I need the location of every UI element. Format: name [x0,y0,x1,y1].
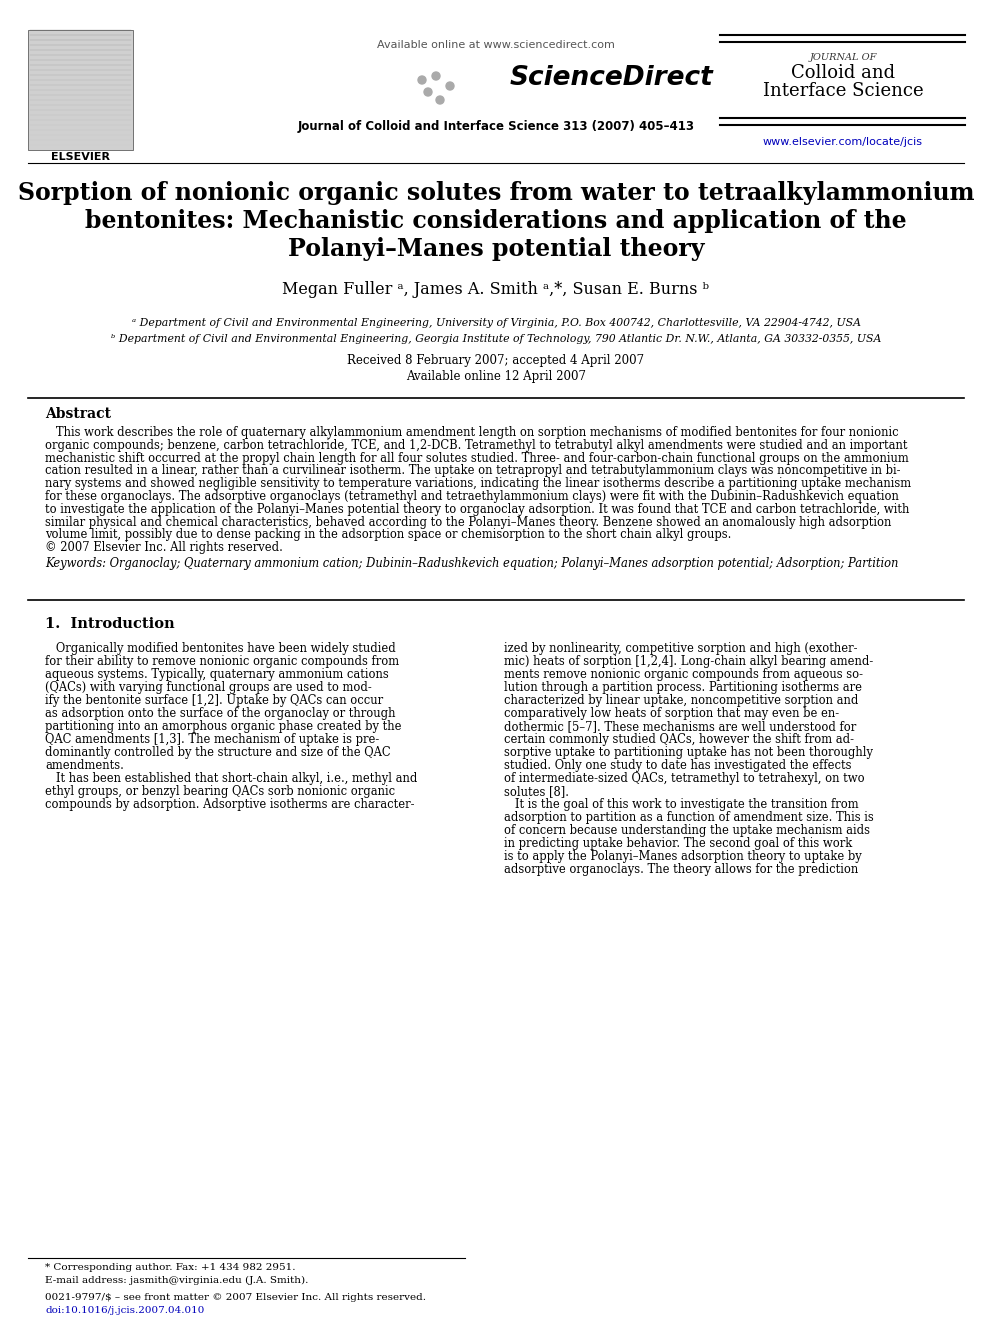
Text: Interface Science: Interface Science [763,82,924,101]
Text: for their ability to remove nonionic organic compounds from: for their ability to remove nonionic org… [45,655,399,668]
Text: comparatively low heats of sorption that may even be en-: comparatively low heats of sorption that… [504,706,839,720]
Text: ethyl groups, or benzyl bearing QACs sorb nonionic organic: ethyl groups, or benzyl bearing QACs sor… [45,785,395,798]
Text: ments remove nonionic organic compounds from aqueous so-: ments remove nonionic organic compounds … [504,668,863,681]
Text: * Corresponding author. Fax: +1 434 982 2951.: * Corresponding author. Fax: +1 434 982 … [45,1263,296,1271]
Text: doi:10.1016/j.jcis.2007.04.010: doi:10.1016/j.jcis.2007.04.010 [45,1306,204,1315]
Text: JOURNAL OF: JOURNAL OF [809,53,877,62]
Text: compounds by adsorption. Adsorptive isotherms are character-: compounds by adsorption. Adsorptive isot… [45,798,415,811]
Text: solutes [8].: solutes [8]. [504,785,569,798]
Text: to investigate the application of the Polanyi–Manes potential theory to organocl: to investigate the application of the Po… [45,503,910,516]
Text: characterized by linear uptake, noncompetitive sorption and: characterized by linear uptake, noncompe… [504,695,858,706]
Text: certain commonly studied QACs, however the shift from ad-: certain commonly studied QACs, however t… [504,733,854,746]
Text: adsorptive organoclays. The theory allows for the prediction: adsorptive organoclays. The theory allow… [504,863,858,876]
Text: ᵇ Department of Civil and Environmental Engineering, Georgia Institute of Techno: ᵇ Department of Civil and Environmental … [111,333,881,344]
Text: as adsorption onto the surface of the organoclay or through: as adsorption onto the surface of the or… [45,706,396,720]
Text: volume limit, possibly due to dense packing in the adsorption space or chemisorp: volume limit, possibly due to dense pack… [45,528,731,541]
Text: Available online 12 April 2007: Available online 12 April 2007 [406,370,586,382]
Text: © 2007 Elsevier Inc. All rights reserved.: © 2007 Elsevier Inc. All rights reserved… [45,541,283,554]
Text: Keywords: Organoclay; Quaternary ammonium cation; Dubinin–Radushkevich equation;: Keywords: Organoclay; Quaternary ammoniu… [45,557,899,570]
Text: It is the goal of this work to investigate the transition from: It is the goal of this work to investiga… [504,798,859,811]
Text: ᵃ Department of Civil and Environmental Engineering, University of Virginia, P.O: ᵃ Department of Civil and Environmental … [132,318,860,328]
Text: sorptive uptake to partitioning uptake has not been thoroughly: sorptive uptake to partitioning uptake h… [504,746,873,759]
Text: ELSEVIER: ELSEVIER [51,152,110,161]
Text: of intermediate-sized QACs, tetramethyl to tetrahexyl, on two: of intermediate-sized QACs, tetramethyl … [504,773,865,785]
Text: similar physical and chemical characteristics, behaved according to the Polanyi–: similar physical and chemical characteri… [45,516,892,529]
Text: Sorption of nonionic organic solutes from water to tetraalkylammonium: Sorption of nonionic organic solutes fro… [18,181,974,205]
Circle shape [418,75,426,83]
Text: nary systems and showed negligible sensitivity to temperature variations, indica: nary systems and showed negligible sensi… [45,478,911,491]
Circle shape [436,97,444,105]
Text: Journal of Colloid and Interface Science 313 (2007) 405–413: Journal of Colloid and Interface Science… [298,120,694,134]
Text: amendments.: amendments. [45,759,124,773]
Text: E-mail address: jasmith@virginia.edu (J.A. Smith).: E-mail address: jasmith@virginia.edu (J.… [45,1275,309,1285]
Text: bentonites: Mechanistic considerations and application of the: bentonites: Mechanistic considerations a… [85,209,907,233]
Text: www.elsevier.com/locate/jcis: www.elsevier.com/locate/jcis [763,138,923,147]
Text: It has been established that short-chain alkyl, i.e., methyl and: It has been established that short-chain… [45,773,418,785]
Text: This work describes the role of quaternary alkylammonium amendment length on sor: This work describes the role of quaterna… [45,426,899,439]
Text: QAC amendments [1,3]. The mechanism of uptake is pre-: QAC amendments [1,3]. The mechanism of u… [45,733,379,746]
Text: organic compounds; benzene, carbon tetrachloride, TCE, and 1,2-DCB. Tetramethyl : organic compounds; benzene, carbon tetra… [45,439,908,451]
Circle shape [424,89,432,97]
Text: 0021-9797/$ – see front matter © 2007 Elsevier Inc. All rights reserved.: 0021-9797/$ – see front matter © 2007 El… [45,1293,426,1302]
Text: (QACs) with varying functional groups are used to mod-: (QACs) with varying functional groups ar… [45,681,372,695]
Text: dominantly controlled by the structure and size of the QAC: dominantly controlled by the structure a… [45,746,391,759]
Text: lution through a partition process. Partitioning isotherms are: lution through a partition process. Part… [504,681,862,695]
Text: Colloid and: Colloid and [791,64,895,82]
Text: Megan Fuller ᵃ, James A. Smith ᵃ,*, Susan E. Burns ᵇ: Megan Fuller ᵃ, James A. Smith ᵃ,*, Susa… [283,280,709,298]
Text: Received 8 February 2007; accepted 4 April 2007: Received 8 February 2007; accepted 4 Apr… [347,355,645,366]
Text: ized by nonlinearity, competitive sorption and high (exother-: ized by nonlinearity, competitive sorpti… [504,642,857,655]
Text: Available online at www.sciencedirect.com: Available online at www.sciencedirect.co… [377,40,615,50]
Text: ify the bentonite surface [1,2]. Uptake by QACs can occur: ify the bentonite surface [1,2]. Uptake … [45,695,383,706]
Bar [28,30,133,149]
Text: partitioning into an amorphous organic phase created by the: partitioning into an amorphous organic p… [45,720,402,733]
Circle shape [446,82,454,90]
Text: adsorption to partition as a function of amendment size. This is: adsorption to partition as a function of… [504,811,874,824]
Text: for these organoclays. The adsorptive organoclays (tetramethyl and tetraethylamm: for these organoclays. The adsorptive or… [45,490,899,503]
Text: studied. Only one study to date has investigated the effects: studied. Only one study to date has inve… [504,759,851,773]
Text: cation resulted in a linear, rather than a curvilinear isotherm. The uptake on t: cation resulted in a linear, rather than… [45,464,901,478]
Text: 1.  Introduction: 1. Introduction [45,617,175,631]
Circle shape [432,71,440,79]
Text: dothermic [5–7]. These mechanisms are well understood for: dothermic [5–7]. These mechanisms are we… [504,720,856,733]
Text: of concern because understanding the uptake mechanism aids: of concern because understanding the upt… [504,824,870,837]
Text: mechanistic shift occurred at the propyl chain length for all four solutes studi: mechanistic shift occurred at the propyl… [45,451,909,464]
Text: aqueous systems. Typically, quaternary ammonium cations: aqueous systems. Typically, quaternary a… [45,668,389,681]
Text: is to apply the Polanyi–Manes adsorption theory to uptake by: is to apply the Polanyi–Manes adsorption… [504,849,862,863]
Text: mic) heats of sorption [1,2,4]. Long-chain alkyl bearing amend-: mic) heats of sorption [1,2,4]. Long-cha… [504,655,873,668]
Text: Polanyi–Manes potential theory: Polanyi–Manes potential theory [288,237,704,261]
Text: ScienceDirect: ScienceDirect [510,65,714,91]
Text: Organically modified bentonites have been widely studied: Organically modified bentonites have bee… [45,642,396,655]
Text: Abstract: Abstract [45,407,111,421]
Text: in predicting uptake behavior. The second goal of this work: in predicting uptake behavior. The secon… [504,837,852,849]
